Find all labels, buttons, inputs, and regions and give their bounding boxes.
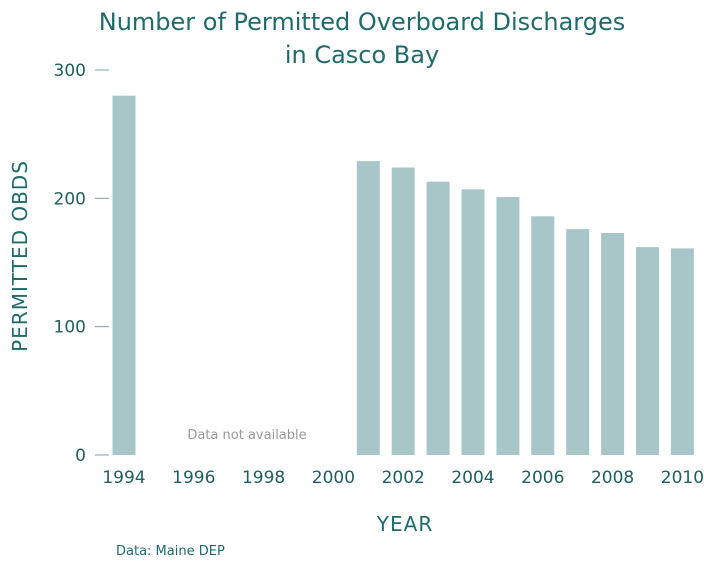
bar-2007	[566, 229, 590, 455]
y-tick-label: 100	[54, 318, 86, 338]
x-tick-label-2004: 2004	[451, 468, 494, 488]
x-tick-label-1994: 1994	[102, 468, 145, 488]
x-tick-label-2002: 2002	[382, 468, 425, 488]
bar-2002	[391, 167, 415, 456]
y-tick-label: 300	[54, 61, 86, 81]
y-tick-label: 200	[54, 189, 86, 209]
source-note: Data: Maine DEP	[116, 544, 225, 559]
x-axis: 1994 1996 1998 2000 2002 2004 2006 2008 2010	[102, 468, 704, 488]
x-tick-label-1996: 1996	[172, 468, 215, 488]
chart-title-line2: in Casco Bay	[285, 41, 439, 69]
bar-2009	[636, 247, 659, 455]
bar-2004	[461, 189, 485, 455]
y-axis-label: PERMITTED OBDS	[8, 160, 32, 352]
data-not-available-note: Data not available	[187, 428, 306, 443]
x-tick-label-2006: 2006	[521, 468, 564, 488]
bar-2006	[531, 216, 555, 455]
bar-2003	[426, 181, 450, 455]
x-tick-label-2010: 2010	[661, 468, 704, 488]
chart-title-line1: Number of Permitted Overboard Discharges	[99, 8, 626, 36]
bar-2001	[356, 161, 380, 455]
bar-2005	[496, 197, 520, 456]
x-axis-label: YEAR	[376, 512, 433, 536]
bar-2010	[670, 248, 694, 455]
bar-1994	[112, 95, 136, 456]
y-tick-label: 0	[75, 446, 86, 466]
x-tick-label-1998: 1998	[242, 468, 285, 488]
x-tick-label-2000: 2000	[312, 468, 355, 488]
y-axis: 0 100 200 300	[54, 61, 109, 466]
bars	[112, 95, 694, 456]
x-tick-label-2008: 2008	[591, 468, 634, 488]
bar-2008	[601, 232, 625, 455]
